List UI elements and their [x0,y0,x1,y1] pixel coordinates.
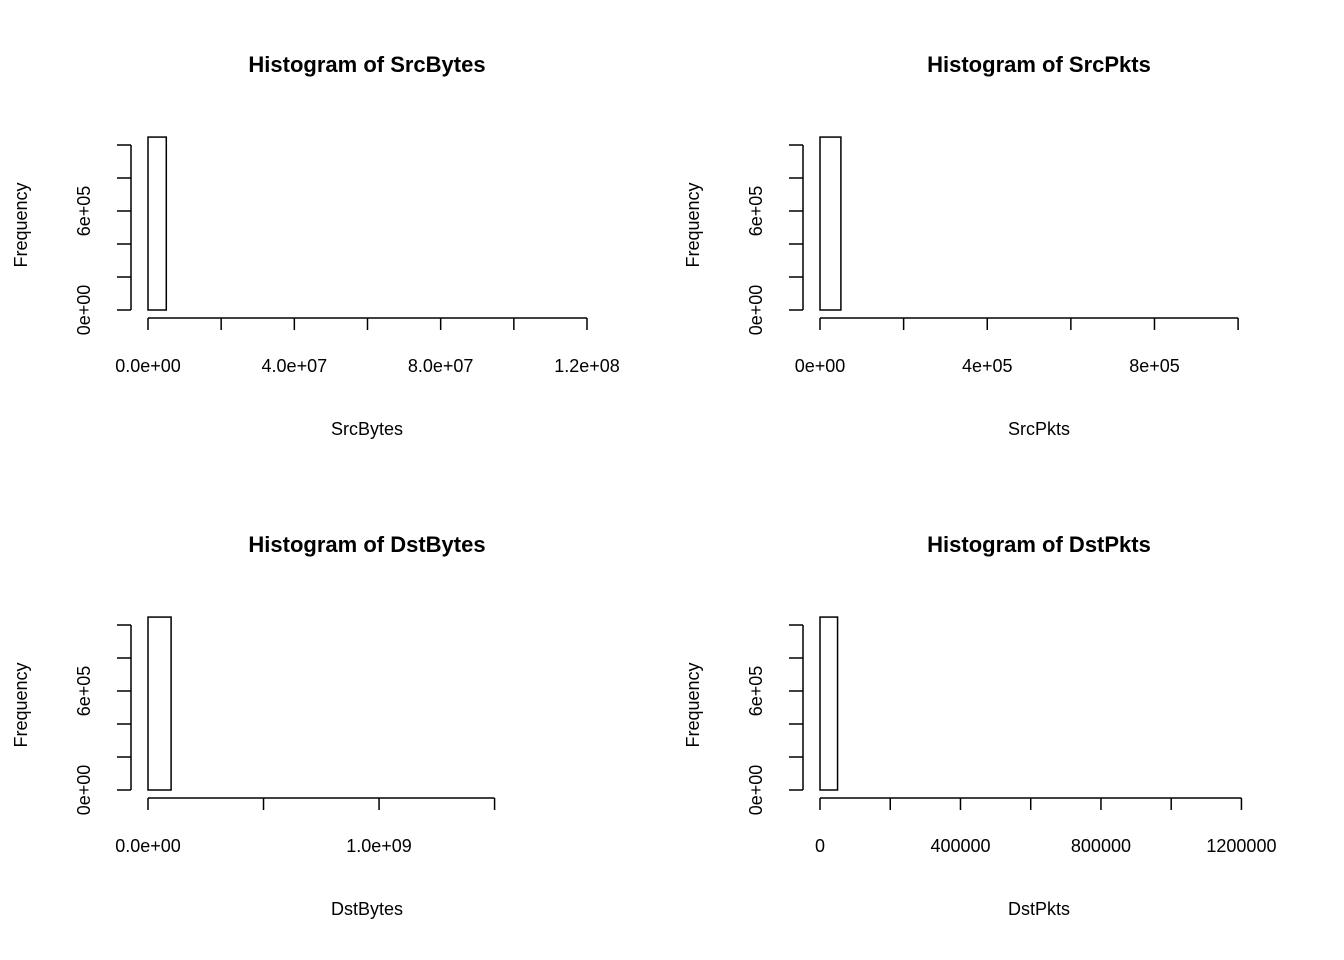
x-axis-label: DstBytes [331,899,403,919]
y-axis-label: Frequency [683,662,703,747]
x-tick-label: 4.0e+07 [262,356,328,376]
x-axis-label: SrcBytes [331,419,403,439]
y-tick-label: 6e+05 [746,666,766,717]
x-axis-label: SrcPkts [1008,419,1070,439]
panel: Histogram of SrcBytes SrcBytes Frequency 0.… [11,52,620,439]
bar [819,616,839,791]
x-axis-label: DstPkts [1008,899,1070,919]
chart-title: Histogram of DstBytes [248,532,485,557]
x-tick-label: 8e+05 [1129,356,1180,376]
chart-title: Histogram of DstPkts [927,532,1151,557]
y-axis-label: Frequency [11,182,31,267]
x-tick-label: 0.0e+00 [115,356,181,376]
panel: Histogram of SrcPkts SrcPkts Frequency 0e+0… [683,52,1239,439]
y-tick-label: 6e+05 [746,186,766,237]
y-tick-label: 0e+00 [74,285,94,336]
bar [147,616,172,791]
y-tick-label: 0e+00 [746,765,766,816]
y-axis-label: Frequency [11,662,31,747]
y-axis-label: Frequency [683,182,703,267]
y-tick-label: 6e+05 [74,666,94,717]
x-tick-label: 0e+00 [795,356,846,376]
x-tick-label: 1200000 [1206,836,1276,856]
x-tick-label: 0.0e+00 [115,836,181,856]
y-tick-label: 6e+05 [74,186,94,237]
panel: Histogram of DstBytes DstBytes Frequency 0.… [11,532,496,919]
bar [147,136,168,311]
bar [819,136,842,311]
x-tick-label: 0 [815,836,825,856]
x-tick-label: 8.0e+07 [408,356,474,376]
y-tick-label: 0e+00 [746,285,766,336]
chart-title: Histogram of SrcPkts [927,52,1151,77]
chart-title: Histogram of SrcBytes [248,52,485,77]
x-tick-label: 800000 [1071,836,1131,856]
y-tick-label: 0e+00 [74,765,94,816]
x-tick-label: 4e+05 [962,356,1013,376]
x-tick-label: 400000 [930,836,990,856]
x-tick-label: 1.0e+09 [346,836,412,856]
x-tick-label: 1.2e+08 [554,356,620,376]
panel: Histogram of DstPkts DstPkts Frequency 0 400… [683,532,1277,919]
